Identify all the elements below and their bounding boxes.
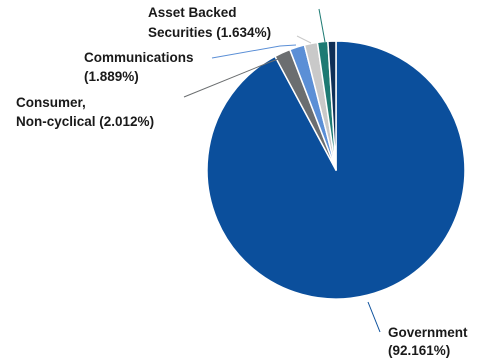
slice-label-2-line-1: (1.889%) [84, 69, 139, 84]
slice-label-0-line-0: Government [388, 325, 468, 340]
slice-label-2-line-0: Communications [84, 50, 194, 65]
pie-slice-5 [327, 40, 337, 171]
leader-line-4 [318, 8, 326, 43]
slice-label-3-line-0: Asset Backed [148, 5, 237, 20]
leader-line-2 [211, 44, 297, 59]
slice-label-2: Communications (1.889%) [84, 50, 194, 84]
slice-label-0: Government (92.161%) [388, 325, 468, 358]
slice-label-1: Consumer, Non-cyclical (2.012%) [16, 95, 154, 129]
slice-label-3: Asset Backed Securities (1.634%) [148, 5, 271, 40]
slice-label-3-line-1: Securities (1.634%) [148, 25, 271, 40]
slice-label-0-line-1: (92.161%) [388, 343, 450, 358]
slice-label-1-line-0: Consumer, [16, 95, 86, 110]
leader-line-0 [367, 301, 381, 333]
leader-line-3 [296, 35, 312, 44]
slice-label-1-line-1: Non-cyclical (2.012%) [16, 114, 154, 129]
leader-line-1 [183, 57, 282, 98]
